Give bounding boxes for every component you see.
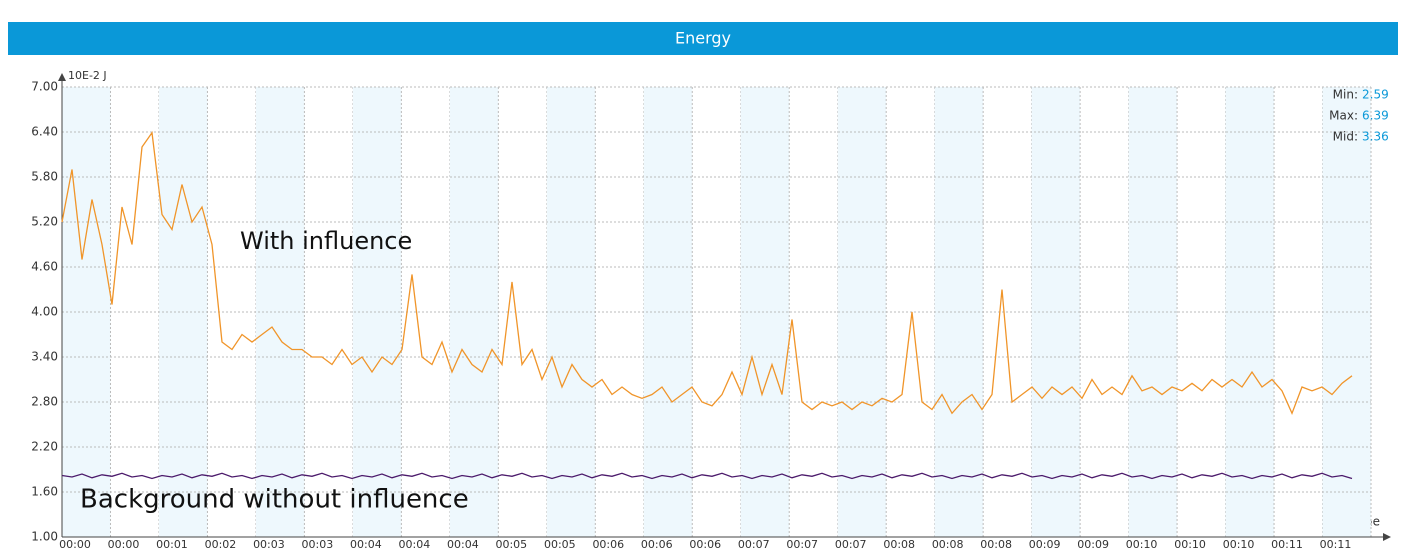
x-axis-arrow [1383, 533, 1391, 541]
x-tick-label: 00:11 [1271, 538, 1303, 551]
x-tick-label: 00:00 [108, 538, 140, 551]
series-annotation: With influence [240, 227, 412, 255]
stat-label: Mid: [1333, 130, 1358, 144]
band [740, 87, 790, 537]
x-tick-label: 00:06 [641, 538, 673, 551]
stat-label: Min: [1333, 88, 1358, 102]
y-tick-label: 4.00 [31, 305, 58, 319]
chart-title: Energy [675, 29, 731, 48]
x-tick-label: 00:11 [1320, 538, 1352, 551]
y-tick-label: 1.00 [31, 530, 58, 544]
y-tick-label: 6.40 [31, 125, 58, 139]
stat-label: Max: [1329, 109, 1358, 123]
stat-value: 6.39 [1362, 109, 1389, 123]
y-tick-label: 2.20 [31, 440, 58, 454]
y-tick-label: 1.60 [31, 485, 58, 499]
y-axis-arrow [58, 73, 66, 81]
y-tick-label: 5.20 [31, 215, 58, 229]
series-line [61, 131, 1353, 416]
x-tick-label: 00:04 [350, 538, 382, 551]
y-unit: 10E-2 J [68, 69, 107, 82]
band [1225, 87, 1275, 537]
band [255, 87, 305, 537]
x-tick-label: 00:10 [1126, 538, 1158, 551]
series-annotation: Background without influence [80, 485, 469, 515]
x-tick-label: 00:00 [59, 538, 91, 551]
band [1128, 87, 1178, 537]
x-tick-label: 00:09 [1077, 538, 1109, 551]
x-tick-label: 00:01 [156, 538, 188, 551]
x-tick-label: 00:08 [932, 538, 964, 551]
x-tick-label: 00:05 [544, 538, 576, 551]
x-tick-label: 00:06 [689, 538, 721, 551]
y-tick-label: 2.80 [31, 395, 58, 409]
x-tick-label: 00:08 [980, 538, 1012, 551]
x-tick-label: 00:02 [205, 538, 237, 551]
stat-value: 3.36 [1362, 130, 1389, 144]
x-tick-label: 00:07 [835, 538, 867, 551]
x-tick-label: 00:04 [399, 538, 431, 551]
band [352, 87, 402, 537]
x-tick-label: 00:09 [1029, 538, 1061, 551]
x-tick-label: 00:04 [447, 538, 479, 551]
x-tick-label: 00:03 [253, 538, 285, 551]
x-tick-label: 00:06 [592, 538, 624, 551]
x-tick-label: 00:03 [302, 538, 334, 551]
y-tick-label: 7.00 [31, 80, 58, 94]
x-tick-label: 00:07 [738, 538, 770, 551]
stat-value: 2.59 [1362, 88, 1389, 102]
y-tick-label: 3.40 [31, 350, 58, 364]
x-tick-label: 00:10 [1174, 538, 1206, 551]
y-tick-label: 4.60 [31, 260, 58, 274]
title-bar [8, 22, 1398, 55]
x-tick-label: 00:10 [1223, 538, 1255, 551]
series-line [61, 472, 1353, 480]
x-tick-label: 00:05 [495, 538, 527, 551]
x-tick-label: 00:07 [786, 538, 818, 551]
x-tick-label: 00:08 [883, 538, 915, 551]
y-tick-label: 5.80 [31, 170, 58, 184]
